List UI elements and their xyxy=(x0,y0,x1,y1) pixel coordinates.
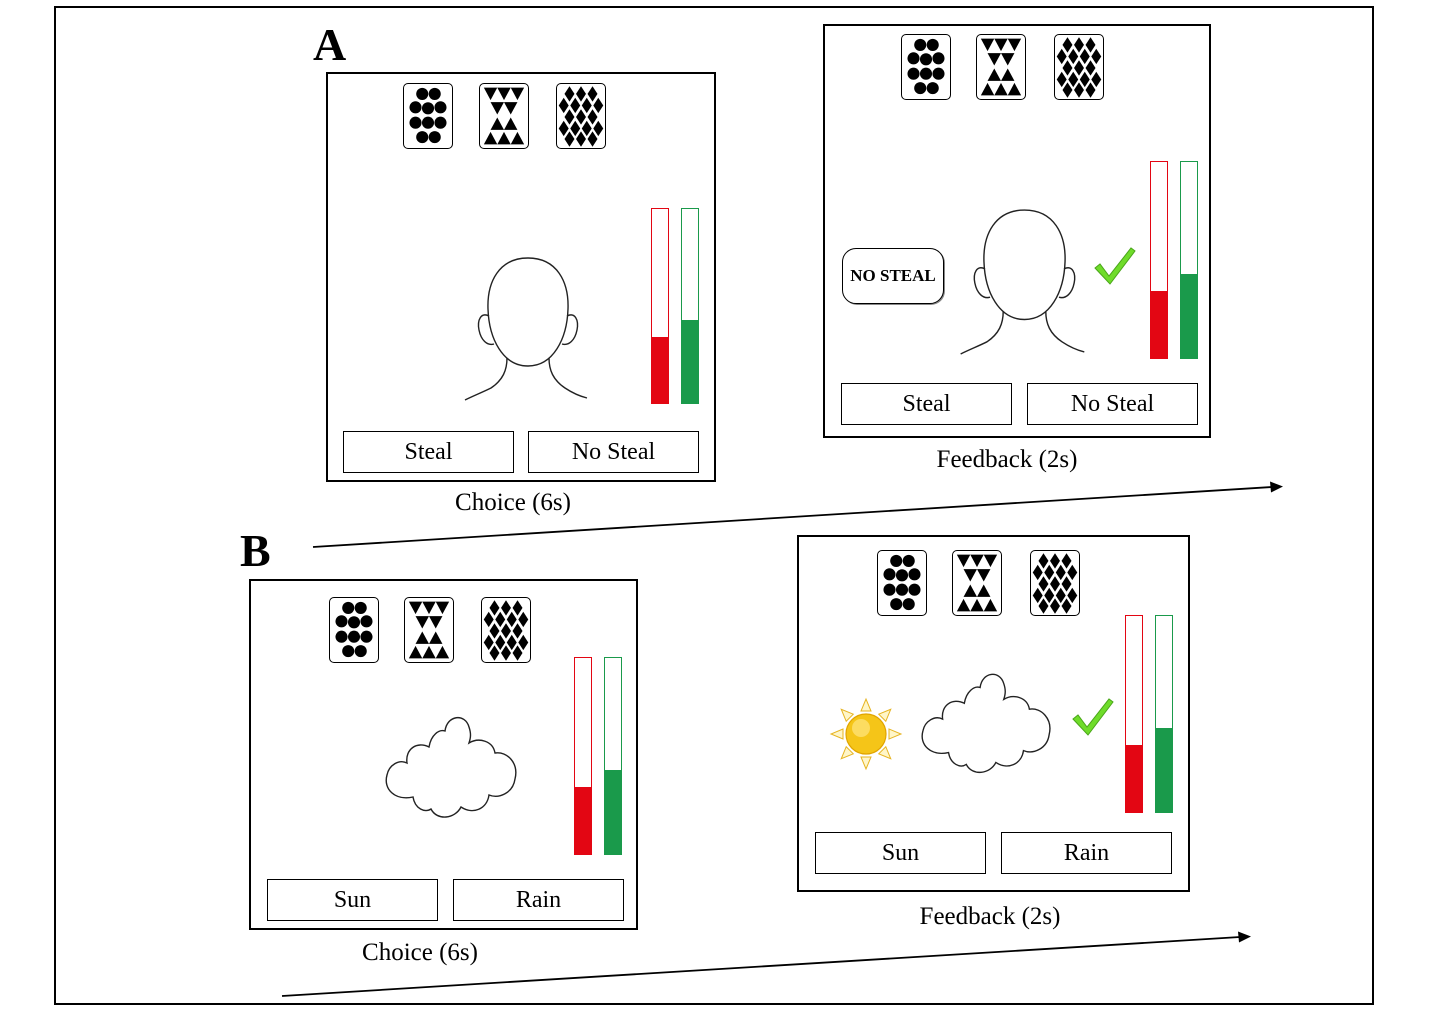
sun-icon xyxy=(829,697,903,771)
checkmark-icon xyxy=(1094,247,1136,285)
rain-button[interactable]: Rain xyxy=(453,879,624,921)
feedback-screen-steal: NO STEAL Steal No Steal xyxy=(823,24,1211,438)
circles-card-icon xyxy=(901,34,951,100)
cloud-icon xyxy=(385,717,517,818)
choice-caption-b: Choice (6s) xyxy=(362,939,478,966)
choice-caption-a: Choice (6s) xyxy=(455,489,571,516)
feedback-caption-a: Feedback (2s) xyxy=(936,446,1078,473)
rain-button[interactable]: Rain xyxy=(1001,832,1172,874)
triangles-card-icon xyxy=(952,550,1002,616)
head-outline-icon xyxy=(464,257,588,401)
green-meter xyxy=(1180,161,1198,359)
no-steal-button[interactable]: No Steal xyxy=(1027,383,1198,425)
sun-button[interactable]: Sun xyxy=(267,879,438,921)
choice-screen-steal: Steal No Steal xyxy=(326,72,716,482)
feedback-caption-b: Feedback (2s) xyxy=(919,903,1061,930)
no-steal-feedback-bubble: NO STEAL xyxy=(842,248,944,304)
red-meter xyxy=(651,208,669,404)
triangles-card-icon xyxy=(976,34,1026,100)
choice-screen-weather: Sun Rain xyxy=(249,579,638,930)
triangles-card-icon xyxy=(479,83,529,149)
figure-frame xyxy=(54,6,1374,1005)
red-meter xyxy=(1150,161,1168,359)
diamonds-card-icon xyxy=(556,83,606,149)
red-meter xyxy=(1125,615,1143,813)
circles-card-icon xyxy=(329,597,379,663)
green-meter xyxy=(681,208,699,404)
green-meter xyxy=(1155,615,1173,813)
red-meter xyxy=(574,657,592,855)
checkmark-icon xyxy=(1072,698,1114,736)
sun-button[interactable]: Sun xyxy=(815,832,986,874)
diamonds-card-icon xyxy=(1054,34,1104,100)
triangles-card-icon xyxy=(404,597,454,663)
panel-a-label: A xyxy=(313,19,347,70)
head-outline-icon xyxy=(960,209,1085,355)
steal-button[interactable]: Steal xyxy=(343,431,514,473)
no-steal-button[interactable]: No Steal xyxy=(528,431,699,473)
steal-button[interactable]: Steal xyxy=(841,383,1012,425)
panel-b-label: B xyxy=(240,525,271,576)
diamonds-card-icon xyxy=(481,597,531,663)
feedback-screen-weather: Sun Rain xyxy=(797,535,1190,892)
circles-card-icon xyxy=(877,550,927,616)
cloud-icon xyxy=(921,673,1051,773)
circles-card-icon xyxy=(403,83,453,149)
diamonds-card-icon xyxy=(1030,550,1080,616)
green-meter xyxy=(604,657,622,855)
